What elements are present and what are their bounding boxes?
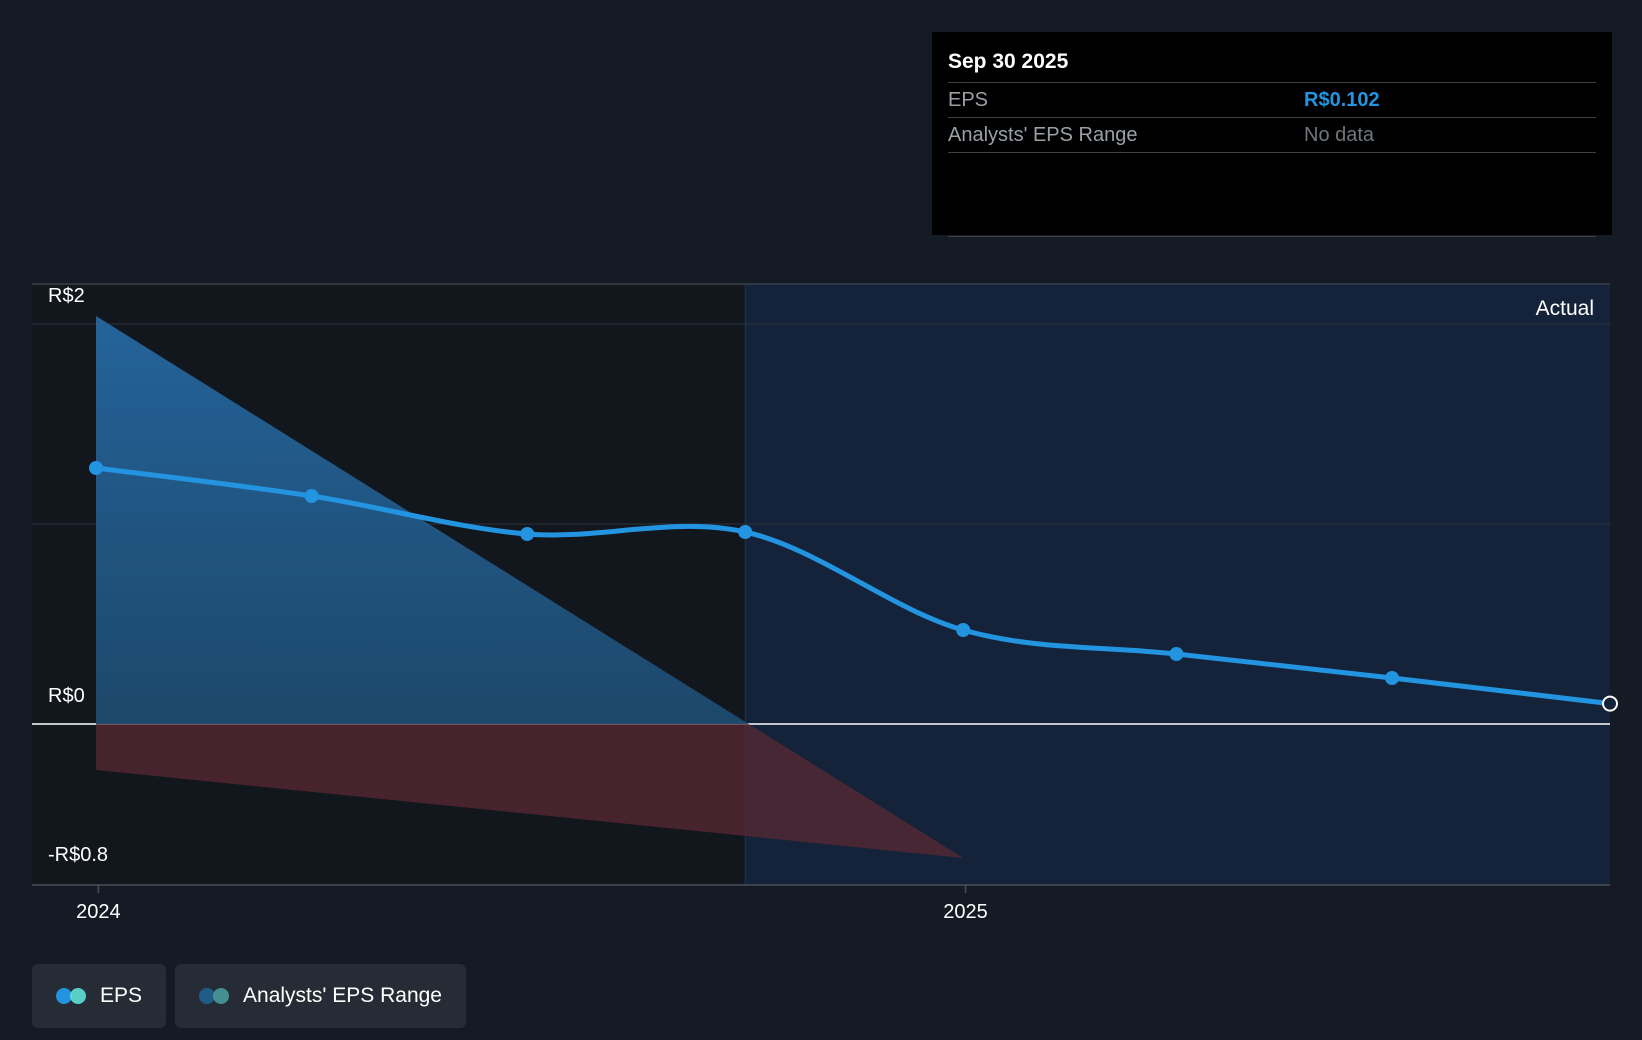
tooltip-date: Sep 30 2025 bbox=[948, 32, 1596, 83]
eps-line bbox=[93, 465, 1613, 707]
actual-label: Actual bbox=[1536, 297, 1594, 320]
actual-region bbox=[745, 284, 1610, 885]
tooltip-range-value: No data bbox=[1304, 124, 1375, 146]
tooltip-spacer bbox=[948, 153, 1596, 237]
eps-point bbox=[89, 461, 103, 475]
range-area-negative bbox=[96, 724, 964, 858]
x-tick-label: 2024 bbox=[76, 901, 121, 923]
x-tick-label: 2025 bbox=[943, 901, 988, 923]
swatch-dot-b bbox=[70, 988, 86, 1004]
swatch-dot-b bbox=[213, 988, 230, 1004]
eps-swatch-icon bbox=[56, 988, 86, 1004]
legend-item-range[interactable]: Analysts' EPS Range bbox=[175, 964, 466, 1028]
legend-label-eps: EPS bbox=[100, 984, 143, 1007]
eps-point bbox=[1385, 671, 1400, 685]
tooltip: Sep 30 2025 EPS R$0.102 Analysts' EPS Ra… bbox=[932, 32, 1612, 237]
tooltip-eps-row: EPS R$0.102 bbox=[948, 83, 1596, 118]
eps-point bbox=[520, 527, 535, 541]
eps-point bbox=[1169, 647, 1184, 661]
y-tick-label: R$0 bbox=[48, 685, 85, 707]
eps-point bbox=[738, 525, 753, 539]
eps-point bbox=[956, 623, 971, 637]
y-tick-label: -R$0.8 bbox=[48, 844, 108, 866]
range-swatch-icon bbox=[199, 988, 230, 1004]
eps-point bbox=[304, 489, 319, 503]
tooltip-eps-label: EPS bbox=[948, 89, 989, 111]
eps-point bbox=[1602, 695, 1618, 712]
legend-item-eps[interactable]: EPS bbox=[32, 964, 167, 1028]
tooltip-range-label: Analysts' EPS Range bbox=[948, 124, 1138, 146]
legend-label-range: Analysts' EPS Range bbox=[243, 984, 442, 1007]
tooltip-eps-value: R$0.102 bbox=[1304, 89, 1380, 111]
swatch-dot-a bbox=[199, 988, 216, 1004]
legend: EPS Analysts' EPS Range bbox=[32, 964, 466, 1028]
tooltip-range-row: Analysts' EPS Range No data bbox=[948, 118, 1596, 153]
swatch-dot-a bbox=[56, 988, 72, 1004]
y-tick-label: R$2 bbox=[48, 285, 85, 307]
